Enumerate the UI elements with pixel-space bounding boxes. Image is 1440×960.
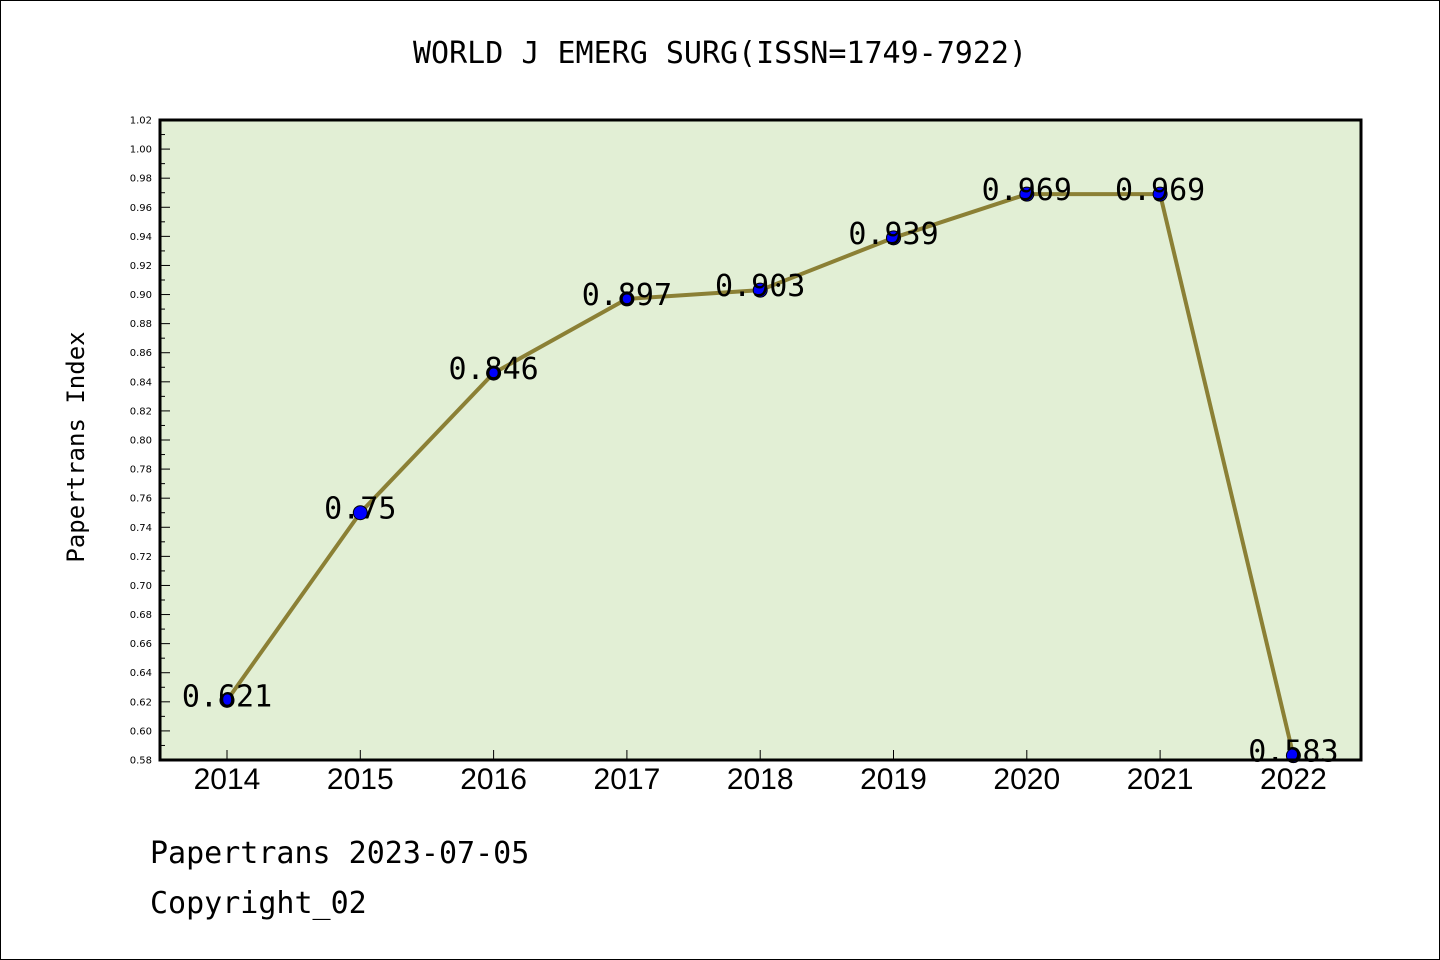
y-tick-label: 0.80 (130, 436, 152, 447)
y-tick-label: 0.64 (130, 668, 152, 679)
data-label: 0.621 (182, 679, 272, 714)
data-labels-group: 0.621 0.75 0.846 0.897 0.903 0.939 0.969 0.969 0… (182, 173, 1339, 769)
data-point (1152, 186, 1168, 202)
y-tick-label: 0.84 (130, 377, 152, 388)
y-tick-label: 0.70 (130, 581, 152, 592)
x-tick-label: 2021 (1127, 763, 1194, 796)
data-label: 0.75 (324, 492, 396, 527)
y-tick-label: 0.94 (130, 232, 152, 243)
data-point (619, 291, 635, 307)
data-label: 0.897 (582, 278, 672, 313)
footer-date: Papertrans 2023-07-05 (150, 836, 530, 871)
plot-border (158, 118, 1363, 762)
y-tick-label: 0.86 (130, 348, 152, 359)
x-tick-label: 2015 (327, 763, 394, 796)
data-label: 0.846 (448, 352, 538, 387)
y-tick-label: 0.62 (130, 697, 152, 708)
y-tick-label: 0.60 (130, 726, 152, 737)
y-tick-label: 0.92 (130, 261, 152, 272)
x-tick-label: 2018 (727, 763, 794, 796)
x-tick-label: 2020 (993, 763, 1060, 796)
plot-area (160, 120, 1361, 760)
y-tick-label: 1.02 (130, 116, 152, 127)
data-point (752, 282, 768, 298)
y-tick-label: 0.72 (130, 552, 152, 563)
x-tick-label: 2016 (460, 763, 527, 796)
y-tick-label: 0.96 (130, 203, 152, 214)
y-tick-label: 0.88 (130, 319, 152, 330)
y-tick-label: 0.82 (130, 406, 152, 417)
x-tick-label: 2022 (1260, 763, 1327, 796)
data-point (352, 505, 368, 521)
x-tick-label: 2017 (594, 763, 661, 796)
y-tick-label: 0.76 (130, 494, 152, 505)
x-tick-label: 2014 (194, 763, 261, 796)
data-label: 0.939 (848, 217, 938, 252)
x-axis-ticks: 2014 2015 2016 2017 2018 2019 2020 2021 2022 (194, 750, 1327, 796)
x-tick-label: 2019 (860, 763, 927, 796)
data-label: 0.969 (1115, 173, 1205, 208)
data-point (1019, 186, 1035, 202)
data-point (886, 230, 901, 246)
data-point (486, 365, 502, 381)
y-tick-label: 0.98 (130, 174, 152, 185)
y-tick-label: 0.58 (130, 756, 152, 767)
data-label: 0.583 (1248, 735, 1338, 770)
y-tick-label: 0.68 (130, 610, 152, 621)
y-tick-label: 0.74 (130, 523, 152, 534)
data-label: 0.903 (715, 269, 805, 304)
y-tick-label: 0.78 (130, 465, 152, 476)
y-tick-label: 0.90 (130, 290, 152, 301)
footer-copyright: Copyright_02 (150, 886, 367, 921)
data-label: 0.969 (982, 173, 1072, 208)
data-point (219, 692, 235, 708)
y-tick-label: 0.66 (130, 639, 152, 650)
y-tick-label: 1.00 (130, 145, 152, 156)
chart-title: WORLD J EMERG SURG(ISSN=1749-7922) (412, 36, 1028, 71)
